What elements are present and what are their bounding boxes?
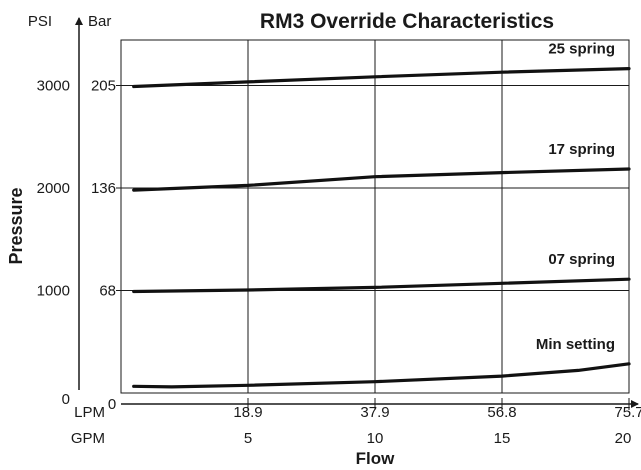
gpm-tick-label: 15 [494, 430, 511, 447]
x-axis-label: Flow [356, 449, 395, 468]
gpm-tick-labels: 5 10 15 20 [244, 430, 632, 447]
psi-tick-labels: 0 1000 2000 3000 [37, 78, 70, 409]
y-unit-left-label: PSI [28, 13, 52, 30]
x-unit-primary-label: GPM [71, 430, 105, 447]
bar-tick-label: 68 [99, 283, 116, 300]
bar-tick-label: 205 [91, 78, 116, 95]
bar-tick-label: 136 [91, 180, 116, 197]
gpm-tick-label: 5 [244, 430, 252, 447]
series-label-1: 17 spring [548, 141, 615, 158]
lpm-tick-label: 56.8 [487, 404, 516, 421]
lpm-tick-label: 37.9 [360, 404, 389, 421]
y-unit-right-label: Bar [88, 13, 111, 30]
series-labels: 25 spring 17 spring 07 spring Min setting [536, 41, 615, 353]
series-line-1 [132, 167, 631, 192]
gpm-tick-label: 20 [615, 430, 632, 447]
chart-title: RM3 Override Characteristics [260, 10, 554, 33]
series-lines [132, 67, 631, 389]
lpm-tick-label: 18.9 [233, 404, 262, 421]
series-line-3 [132, 362, 631, 389]
psi-tick-label: 3000 [37, 78, 70, 95]
psi-tick-label: 0 [62, 391, 70, 408]
psi-tick-label: 1000 [37, 283, 70, 300]
lpm-tick-labels: 0 18.9 37.9 56.8 75.7 [108, 396, 641, 421]
series-label-2: 07 spring [548, 251, 615, 268]
bar-tick-labels: 68 136 205 [91, 78, 121, 300]
gpm-tick-label: 10 [367, 430, 384, 447]
lpm-tick-label: 75.7 [614, 404, 641, 421]
x-unit-secondary-label: LPM [74, 404, 105, 421]
series-line-2 [132, 277, 631, 294]
series-label-3: Min setting [536, 336, 615, 353]
series-label-0: 25 spring [548, 41, 615, 58]
y-axis-label: Pressure [6, 187, 26, 264]
series-line-0 [132, 67, 631, 89]
lpm-tick-label: 0 [108, 396, 116, 413]
psi-tick-label: 2000 [37, 180, 70, 197]
